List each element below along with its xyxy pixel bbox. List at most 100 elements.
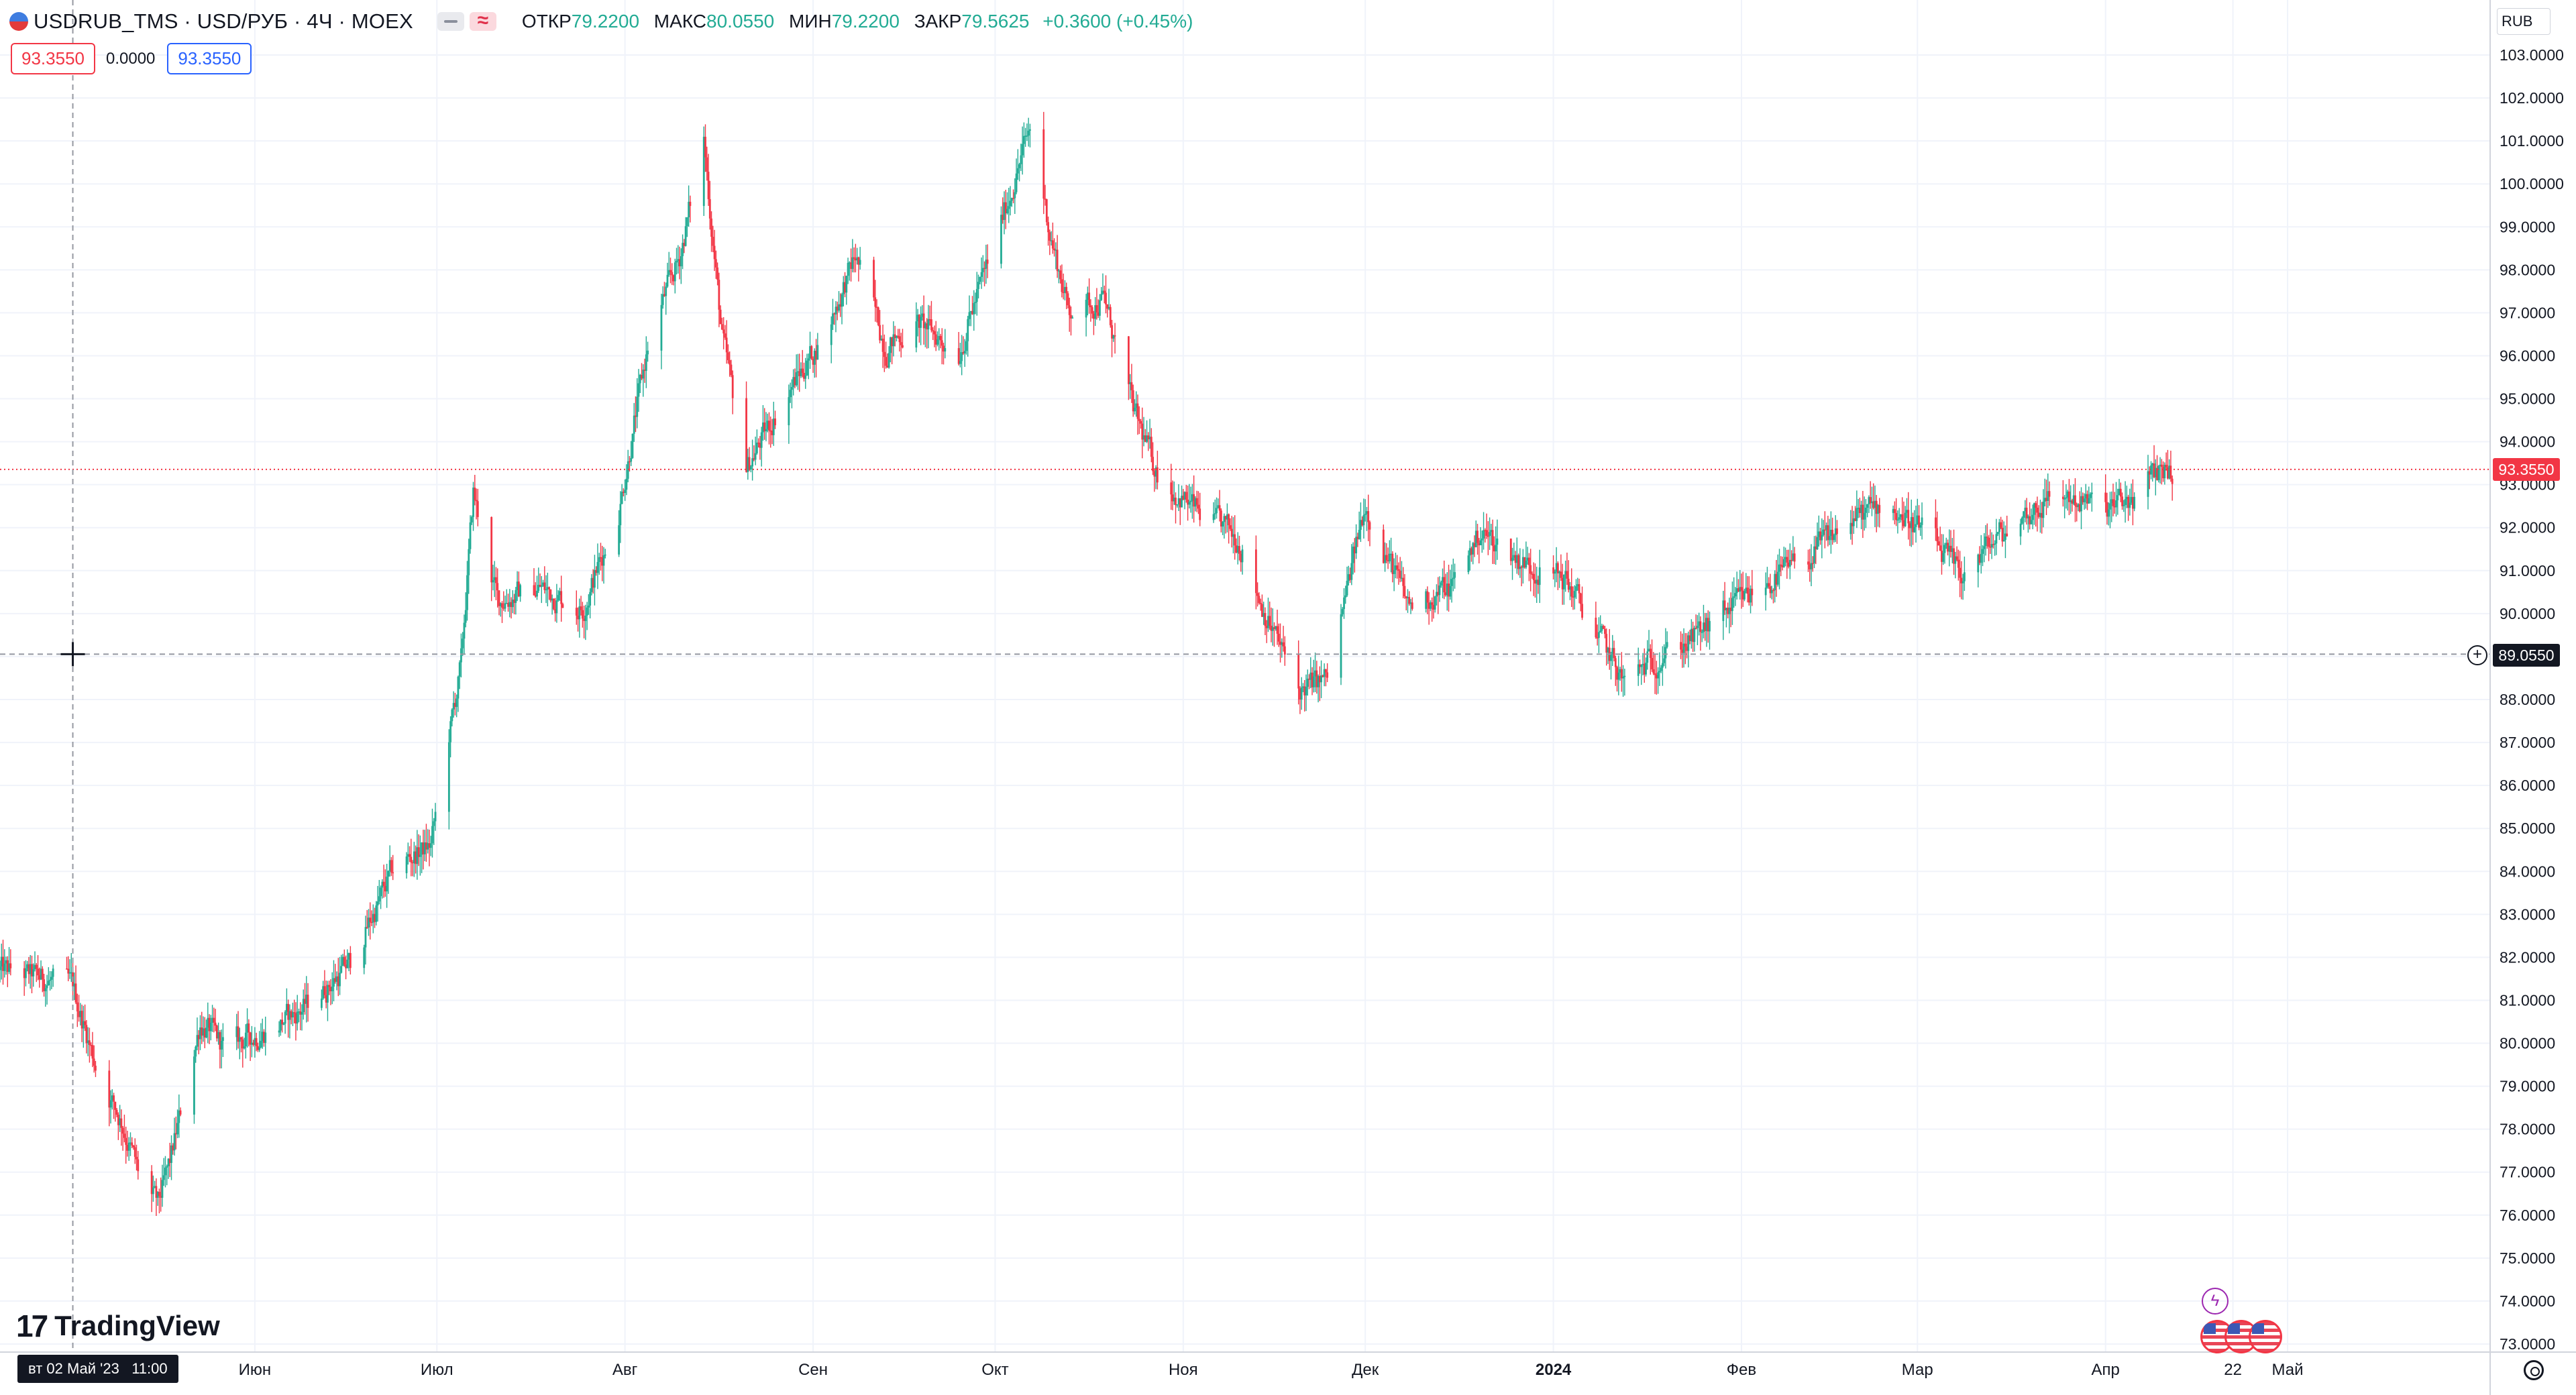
us-flag-icon[interactable]: [2249, 1320, 2282, 1353]
candle-body: [364, 927, 367, 948]
candle-body: [1996, 532, 1999, 535]
y-tick-label: 91.0000: [2500, 562, 2555, 579]
candle-body: [1479, 540, 1482, 546]
candle-body: [117, 1115, 119, 1125]
candle-body: [1403, 585, 1406, 597]
y-tick-label: 96.0000: [2500, 347, 2555, 364]
candle-body: [1748, 594, 1750, 603]
candle-body: [883, 351, 885, 357]
candle-body: [369, 917, 372, 922]
candle-body: [136, 1156, 138, 1160]
symbol-title[interactable]: USDRUB_TMS · USD/РУБ · 4Ч · MOEX: [34, 9, 413, 33]
candle-body: [1042, 129, 1045, 199]
candle-body: [2063, 498, 2066, 500]
candle-body: [583, 618, 586, 621]
candle-body: [166, 1166, 168, 1168]
candle-body: [347, 952, 350, 960]
candle-body: [219, 1031, 221, 1050]
lightning-icon[interactable]: ϟ: [2202, 1288, 2229, 1315]
candle-body: [1216, 508, 1218, 514]
candle-body: [981, 268, 984, 272]
candle-body: [167, 1158, 170, 1166]
candle-body: [1442, 577, 1444, 583]
candle-body: [260, 1040, 262, 1048]
currency-selector[interactable]: RUB: [2497, 8, 2551, 35]
candle-body: [31, 964, 33, 976]
candle-body: [158, 1192, 160, 1196]
candle-body: [1303, 686, 1306, 695]
candle-body: [1792, 553, 1794, 561]
y-tick-label: 102.0000: [2500, 89, 2564, 107]
candle-body: [1432, 604, 1435, 610]
candle-body: [1478, 543, 1481, 546]
candle-body: [1595, 617, 1597, 638]
settings-icon[interactable]: [2524, 1360, 2544, 1380]
candle-body: [1135, 403, 1138, 408]
candle-body: [888, 353, 890, 368]
candle-body: [1538, 567, 1541, 585]
candle-body: [113, 1095, 115, 1102]
candle-body: [1086, 292, 1089, 300]
candle-body: [46, 985, 48, 989]
candle-body: [76, 1002, 78, 1012]
candle-body: [248, 1023, 250, 1033]
add-alert-icon[interactable]: +: [2467, 645, 2487, 665]
candle-body: [125, 1137, 127, 1146]
candle-body: [1610, 653, 1612, 661]
candle-body: [1874, 500, 1876, 508]
buy-button[interactable]: 93.3550: [167, 43, 252, 74]
candle-body: [1836, 528, 1838, 535]
candle-body: [413, 851, 415, 863]
candle-body: [1998, 522, 2000, 533]
x-tick-label: 22: [2224, 1361, 2242, 1379]
candle-body: [501, 603, 503, 608]
candle-body: [1341, 609, 1344, 614]
candle-body: [718, 280, 720, 310]
candle-body: [2147, 471, 2149, 497]
candle-body: [1728, 607, 1731, 614]
candle-body: [1436, 592, 1438, 597]
candle-body: [496, 583, 499, 591]
candle-body: [1444, 592, 1447, 596]
candle-body: [1402, 577, 1405, 586]
candle-body: [552, 598, 555, 610]
candle-body: [1446, 583, 1448, 596]
candle-body: [1093, 313, 1095, 319]
minus-icon[interactable]: [437, 12, 464, 31]
candle-body: [2086, 494, 2088, 504]
candle-body: [1238, 546, 1240, 554]
candle-body: [754, 453, 757, 460]
candle-body: [6, 960, 9, 972]
candle-body: [575, 608, 578, 616]
tradingview-logo[interactable]: 17 TradingView: [16, 1308, 220, 1344]
candle-body: [1393, 570, 1395, 574]
candle-body: [2171, 478, 2174, 484]
candle-body: [1065, 286, 1068, 294]
approx-icon[interactable]: [469, 9, 496, 32]
candle-body: [885, 357, 888, 366]
candle-body: [495, 577, 497, 583]
candle-body: [1693, 628, 1696, 643]
y-tick-label: 73.0000: [2500, 1335, 2555, 1353]
candle-body: [1699, 621, 1702, 632]
y-tick-label: 74.0000: [2500, 1292, 2555, 1310]
candle-body: [587, 605, 590, 608]
candle-body: [32, 969, 35, 976]
candle-body: [1055, 249, 1057, 251]
candle-body: [1229, 525, 1232, 529]
candle-body: [1199, 508, 1201, 520]
candle-body: [689, 201, 692, 207]
candle-body: [455, 698, 458, 708]
sell-button[interactable]: 93.3550: [11, 43, 95, 74]
economic-events[interactable]: [2200, 1320, 2282, 1353]
candle-body: [44, 988, 47, 991]
candle-body: [1725, 608, 1727, 610]
candle-body: [536, 590, 538, 597]
candle-body: [1640, 665, 1643, 667]
candle-body: [661, 294, 664, 305]
candle-body: [542, 582, 544, 586]
candle-body: [549, 589, 552, 601]
candle-body: [915, 321, 918, 348]
candle-body: [174, 1133, 177, 1135]
